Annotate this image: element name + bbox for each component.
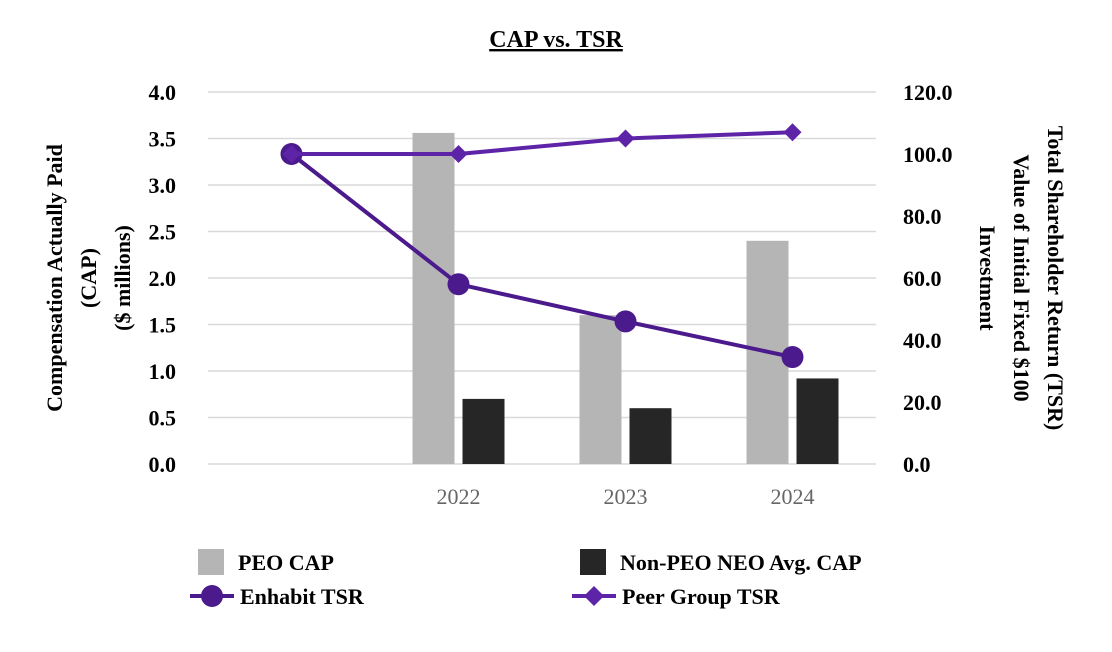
left-tick-label: 1.5 bbox=[149, 313, 177, 338]
left-axis-label: Compensation Actually Paid (CAP) ($ millio… bbox=[42, 144, 135, 412]
peo-cap-bar bbox=[579, 315, 622, 464]
right-tick-label: 60.0 bbox=[903, 266, 942, 291]
enhabit-tsr-point bbox=[447, 273, 470, 296]
enhabit-tsr-point bbox=[781, 346, 804, 369]
x-tick-label: 2024 bbox=[771, 484, 815, 509]
left-tick-label: 3.5 bbox=[149, 127, 177, 152]
enhabit-tsr-line bbox=[290, 152, 793, 360]
gridlines bbox=[208, 91, 876, 465]
right-axis-label: Total Shareholder Return (TSR) Value of I… bbox=[975, 126, 1068, 431]
right-tick-label: 40.0 bbox=[903, 328, 942, 353]
right-tick-label: 80.0 bbox=[903, 204, 942, 229]
left-axis-label-line: (CAP) bbox=[76, 248, 101, 308]
non-peo-neo-cap-bar bbox=[629, 408, 672, 464]
left-tick-label: 2.0 bbox=[149, 266, 177, 291]
legend-label-non-peo-neo-avg-cap: Non-PEO NEO Avg. CAP bbox=[620, 550, 862, 575]
peer-group-tsr-point bbox=[783, 123, 802, 142]
peer-group-tsr-line bbox=[291, 130, 793, 156]
left-tick-label: 2.5 bbox=[149, 220, 177, 245]
left-tick-label: 1.0 bbox=[149, 359, 177, 384]
line-marks bbox=[280, 123, 804, 369]
left-axis-label-line: Compensation Actually Paid bbox=[42, 144, 67, 412]
peer-group-tsr-point bbox=[616, 129, 635, 148]
left-tick-label: 0.0 bbox=[149, 452, 177, 477]
legend: PEO CAP Non-PEO NEO Avg. CAP Enhabit TSR Pe… bbox=[190, 549, 862, 609]
right-axis-label-line: Investment bbox=[975, 225, 1000, 331]
bar-marks bbox=[412, 132, 839, 465]
chart-title: CAP vs. TSR bbox=[489, 27, 623, 53]
peer-group-tsr-point bbox=[282, 145, 301, 163]
left-tick-label: 4.0 bbox=[149, 80, 177, 105]
right-axis-label-line: Value of Initial Fixed $100 bbox=[1009, 154, 1034, 401]
left-tick-label: 3.0 bbox=[149, 173, 177, 198]
enhabit-tsr-point bbox=[614, 310, 637, 333]
left-axis-label-line: ($ millions) bbox=[110, 225, 135, 331]
legend-label-enhabit-tsr: Enhabit TSR bbox=[240, 584, 365, 609]
legend-marker-enhabit-tsr bbox=[201, 585, 223, 607]
right-axis-label-line: Total Shareholder Return (TSR) bbox=[1043, 126, 1068, 431]
left-axis-label-text: Compensation Actually Paid (CAP) ($ millio… bbox=[42, 144, 135, 412]
right-axis-ticks: 0.0 20.0 40.0 60.0 80.0 100.0 120.0 bbox=[903, 80, 953, 477]
right-tick-label: 20.0 bbox=[903, 390, 942, 415]
legend-swatch-non-peo-neo-avg-cap bbox=[580, 549, 606, 575]
legend-marker-peer-group-tsr bbox=[584, 586, 604, 606]
x-axis-ticks: 2022 2023 2024 bbox=[437, 484, 815, 509]
right-tick-label: 120.0 bbox=[903, 80, 953, 105]
peo-cap-bar bbox=[412, 132, 455, 465]
non-peo-neo-cap-bar bbox=[462, 398, 505, 464]
x-tick-label: 2023 bbox=[604, 484, 648, 509]
left-tick-label: 0.5 bbox=[149, 406, 177, 431]
non-peo-neo-cap-bar bbox=[796, 378, 839, 464]
legend-label-peer-group-tsr: Peer Group TSR bbox=[622, 584, 781, 609]
right-tick-label: 0.0 bbox=[903, 452, 931, 477]
right-axis-label-text: Total Shareholder Return (TSR) Value of I… bbox=[975, 126, 1068, 431]
peer-group-tsr-point bbox=[449, 145, 468, 163]
legend-label-peo-cap: PEO CAP bbox=[238, 550, 334, 575]
x-tick-label: 2022 bbox=[437, 484, 481, 509]
right-tick-label: 100.0 bbox=[903, 142, 953, 167]
left-axis-ticks: 0.0 0.5 1.0 1.5 2.0 2.5 3.0 3.5 4.0 bbox=[149, 80, 177, 477]
legend-swatch-peo-cap bbox=[198, 549, 224, 575]
